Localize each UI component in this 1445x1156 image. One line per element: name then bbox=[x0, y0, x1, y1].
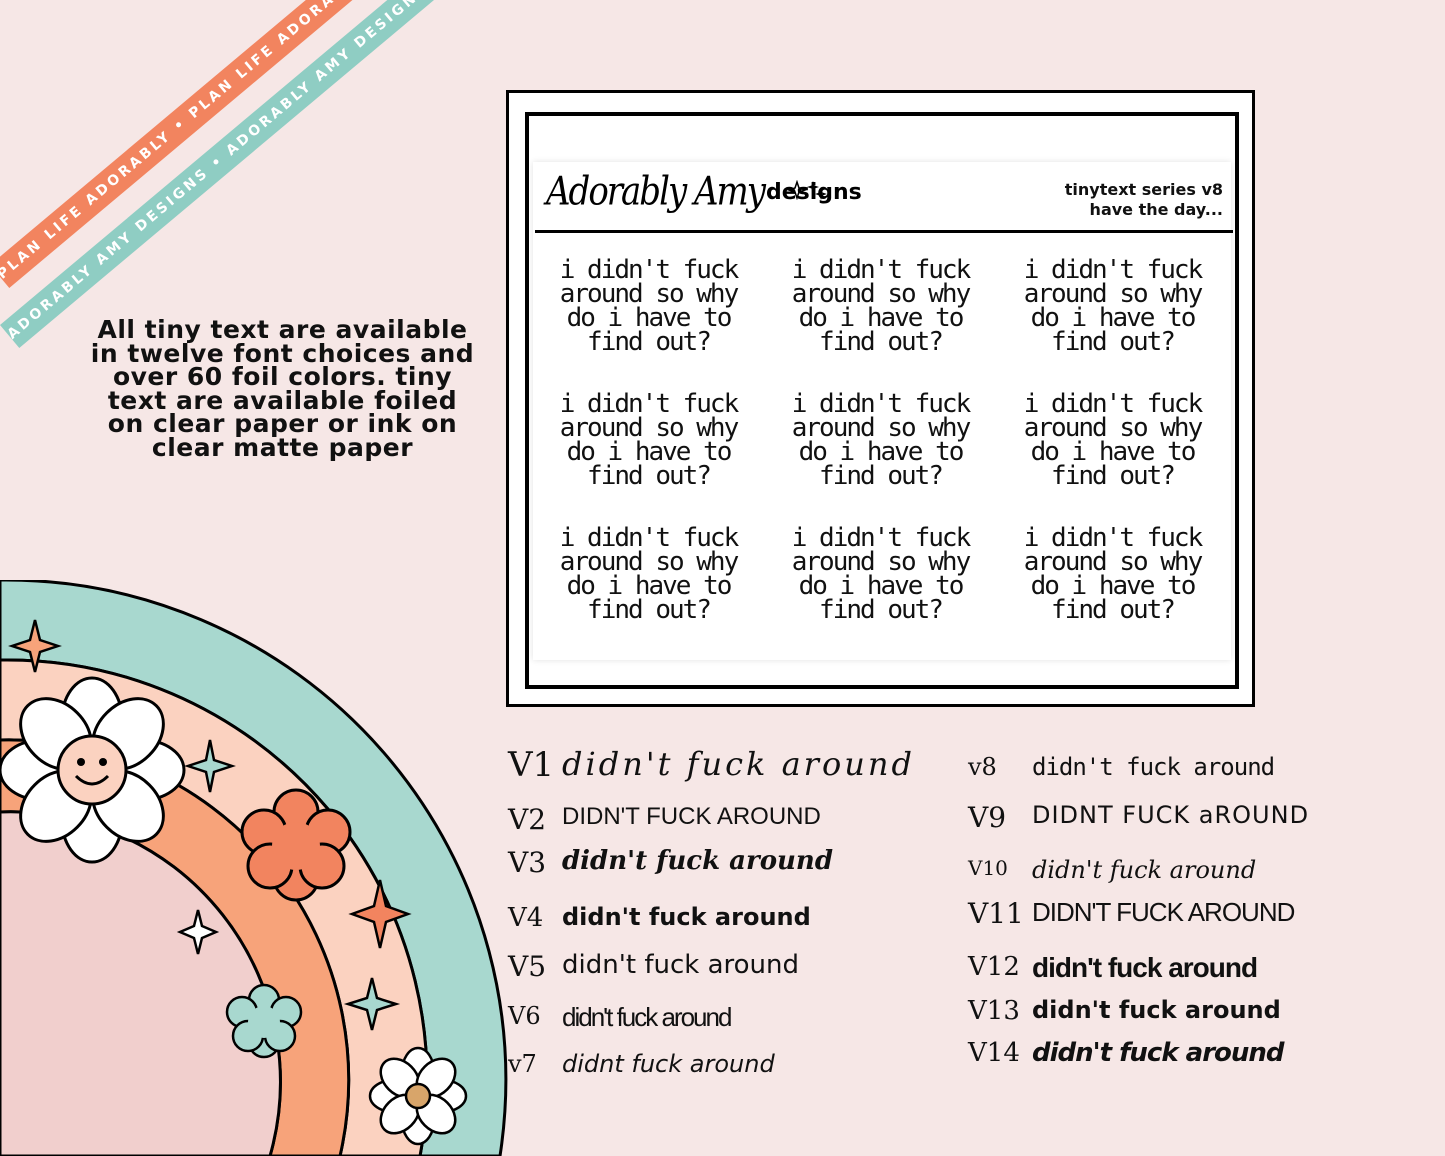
version-label: V11 bbox=[968, 897, 1024, 930]
version-sample: didn't fuck around bbox=[562, 1002, 732, 1032]
sticker-line: find out? bbox=[1051, 461, 1176, 491]
version-label: V2 bbox=[508, 803, 547, 836]
sticker-line: find out? bbox=[587, 595, 712, 625]
sticker-item: i didn't fuck around so why do i have to fi… bbox=[541, 255, 756, 357]
sticker-line: do i have to bbox=[1030, 571, 1197, 601]
sparkle-icon bbox=[348, 879, 412, 949]
version-label: V9 bbox=[968, 801, 1007, 834]
sticker-item: i didn't fuck around so why do i have to fi… bbox=[1005, 389, 1220, 491]
version-label: V13 bbox=[968, 996, 1020, 1026]
version-sample: didn't fuck around bbox=[1032, 856, 1257, 884]
sticker-line: i didn't fuck bbox=[791, 255, 972, 285]
version-label: V1 bbox=[508, 745, 555, 785]
sticker-line: around so why bbox=[1023, 413, 1204, 443]
version-sample: didn't fuck around bbox=[1032, 952, 1258, 983]
brand-script: Adorably Amy bbox=[546, 169, 766, 215]
version-label: V4 bbox=[508, 903, 544, 933]
sticker-line: i didn't fuck bbox=[1023, 523, 1204, 553]
brand-logo: Adorably Amydesigns bbox=[546, 169, 862, 224]
version-label: v7 bbox=[508, 1050, 537, 1078]
info-text: All tiny text are available in twelve fo… bbox=[90, 315, 475, 462]
sticker-line: around so why bbox=[791, 547, 972, 577]
version-label: V5 bbox=[508, 950, 547, 983]
sticker-item: i didn't fuck around so why do i have to fi… bbox=[541, 389, 756, 491]
version-sample: DIDN'T FUCK AROUND bbox=[1032, 897, 1295, 927]
sticker-line: find out? bbox=[587, 461, 712, 491]
version-sample: didn't fuck around bbox=[1032, 1038, 1285, 1068]
version-label: V12 bbox=[968, 952, 1020, 982]
series-line-1: tinytext series v8 bbox=[1064, 180, 1223, 199]
sparkle-icon bbox=[343, 977, 401, 1031]
sparkle-icon bbox=[184, 739, 236, 793]
version-sample: didn't fuck around bbox=[562, 950, 799, 980]
sheet-divider bbox=[535, 230, 1233, 233]
sparkle-icon bbox=[787, 180, 827, 200]
smiley-flower-icon bbox=[0, 676, 186, 864]
sticker-item: i didn't fuck around so why do i have to fi… bbox=[773, 255, 988, 357]
teal-flower-icon bbox=[225, 983, 303, 1059]
sticker-line: around so why bbox=[1023, 547, 1204, 577]
version-label: V14 bbox=[968, 1038, 1020, 1068]
sticker-item: i didn't fuck around so why do i have to fi… bbox=[1005, 523, 1220, 625]
orange-flower-icon bbox=[240, 788, 352, 902]
sticker-item: i didn't fuck around so why do i have to fi… bbox=[541, 523, 756, 625]
sticker-line: do i have to bbox=[1030, 437, 1197, 467]
sticker-line: i didn't fuck bbox=[1023, 389, 1204, 419]
sticker-item: i didn't fuck around so why do i have to fi… bbox=[773, 523, 988, 625]
sticker-line: do i have to bbox=[566, 571, 733, 601]
sticker-line: do i have to bbox=[798, 571, 965, 601]
version-label: V10 bbox=[968, 856, 1008, 880]
sticker-line: around so why bbox=[559, 279, 740, 309]
sticker-line: do i have to bbox=[1030, 303, 1197, 333]
version-sample: DIDN'T FUCK AROUND bbox=[562, 803, 821, 830]
sticker-item: i didn't fuck around so why do i have to fi… bbox=[773, 389, 988, 491]
sticker-line: do i have to bbox=[566, 303, 733, 333]
version-label: V6 bbox=[508, 1002, 541, 1030]
rainbow-illustration bbox=[0, 580, 508, 1156]
sparkle-icon bbox=[176, 909, 220, 955]
sticker-line: do i have to bbox=[798, 303, 965, 333]
sparkle-icon bbox=[8, 619, 62, 673]
version-sample: DIDNT FUCK aROUND bbox=[1032, 801, 1310, 829]
series-line-2: have the day... bbox=[1089, 200, 1223, 219]
sticker-line: find out? bbox=[1051, 327, 1176, 357]
sticker-sheet bbox=[533, 162, 1231, 660]
sticker-line: around so why bbox=[559, 547, 740, 577]
sticker-line: around so why bbox=[791, 413, 972, 443]
sticker-line: i didn't fuck bbox=[1023, 255, 1204, 285]
sticker-line: find out? bbox=[1051, 595, 1176, 625]
white-flower-icon bbox=[368, 1046, 468, 1146]
sticker-line: around so why bbox=[1023, 279, 1204, 309]
version-sample: didn't fuck around bbox=[562, 903, 811, 931]
sticker-line: i didn't fuck bbox=[791, 389, 972, 419]
series-info: tinytext series v8 have the day... bbox=[1065, 180, 1223, 220]
version-sample: didn't fuck around bbox=[562, 745, 915, 783]
sticker-line: i didn't fuck bbox=[559, 255, 740, 285]
version-label: v8 bbox=[968, 753, 997, 781]
version-sample: didnt fuck around bbox=[562, 1050, 775, 1078]
sticker-line: i didn't fuck bbox=[559, 523, 740, 553]
sticker-line: around so why bbox=[791, 279, 972, 309]
version-sample: didn't fuck around bbox=[1032, 996, 1281, 1024]
version-sample: didn't fuck around bbox=[562, 846, 834, 876]
sticker-line: i didn't fuck bbox=[559, 389, 740, 419]
sticker-line: find out? bbox=[819, 327, 944, 357]
sticker-line: around so why bbox=[559, 413, 740, 443]
sticker-line: i didn't fuck bbox=[791, 523, 972, 553]
sticker-line: do i have to bbox=[566, 437, 733, 467]
sticker-line: find out? bbox=[819, 595, 944, 625]
sticker-line: do i have to bbox=[798, 437, 965, 467]
version-label: V3 bbox=[508, 846, 547, 879]
sticker-line: find out? bbox=[819, 461, 944, 491]
sticker-item: i didn't fuck around so why do i have to fi… bbox=[1005, 255, 1220, 357]
version-sample: didn't fuck around bbox=[1032, 753, 1275, 781]
sticker-line: find out? bbox=[587, 327, 712, 357]
